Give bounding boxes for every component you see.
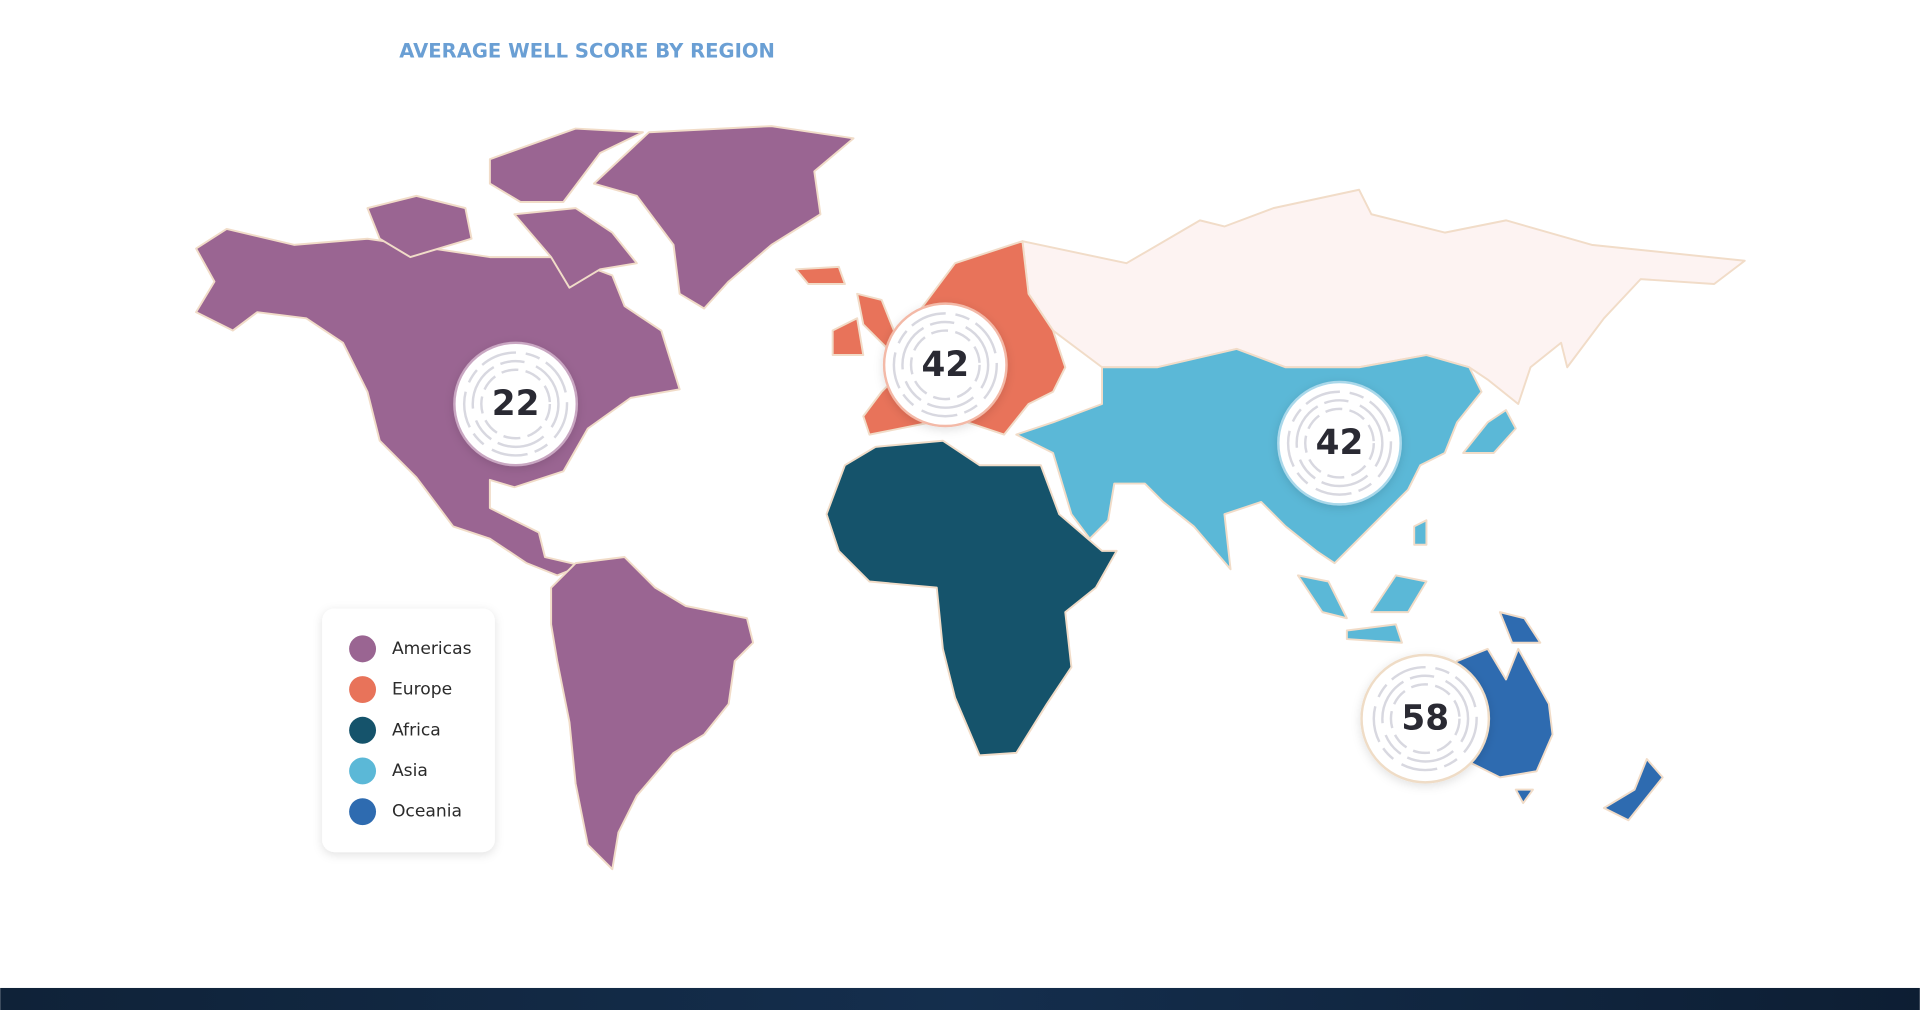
land-shape	[1345, 623, 1403, 644]
land-shape	[1370, 574, 1428, 614]
land-shape	[1602, 758, 1664, 822]
legend-label: Europe	[392, 680, 452, 700]
score-badge: 58	[1360, 653, 1491, 784]
region-africa	[825, 439, 1118, 757]
score-badge: 42	[1277, 380, 1402, 506]
score-value: 58	[1401, 699, 1449, 739]
land-shape	[513, 207, 638, 289]
legend-swatch	[349, 798, 377, 826]
legend-swatch	[349, 676, 377, 704]
land-shape	[825, 439, 1118, 757]
land-shape	[1462, 409, 1517, 454]
land-shape	[550, 556, 755, 871]
land-shape	[1498, 611, 1542, 644]
land-shape	[488, 127, 644, 203]
score-value: 22	[492, 384, 540, 424]
land-shape	[831, 317, 865, 357]
score-badge: 42	[882, 302, 1008, 428]
score-badge: 22	[453, 341, 579, 467]
legend-swatch	[349, 635, 377, 663]
legend-swatch	[349, 757, 377, 785]
legend-label: Oceania	[392, 802, 462, 822]
land-shape	[794, 265, 846, 286]
land-shape	[1296, 574, 1348, 620]
legend-label: Americas	[392, 639, 472, 659]
land-shape	[366, 194, 473, 259]
score-value: 42	[921, 345, 969, 385]
score-value: 42	[1316, 423, 1364, 463]
legend-box	[322, 608, 495, 853]
legend: Americas Europe Africa Asia Oceania	[322, 608, 495, 853]
legend-label: Africa	[392, 720, 441, 740]
legend-label: Asia	[392, 761, 428, 781]
land-shape	[1413, 519, 1428, 546]
map-title: AVERAGE WELL SCORE BY REGION	[399, 40, 775, 63]
legend-swatch	[349, 716, 377, 744]
region-americas	[195, 125, 855, 871]
land-shape	[1514, 788, 1534, 805]
footer-bar	[0, 987, 1920, 1010]
land-shape	[195, 227, 681, 577]
region-asia	[1015, 347, 1517, 644]
land-shape	[592, 125, 855, 310]
